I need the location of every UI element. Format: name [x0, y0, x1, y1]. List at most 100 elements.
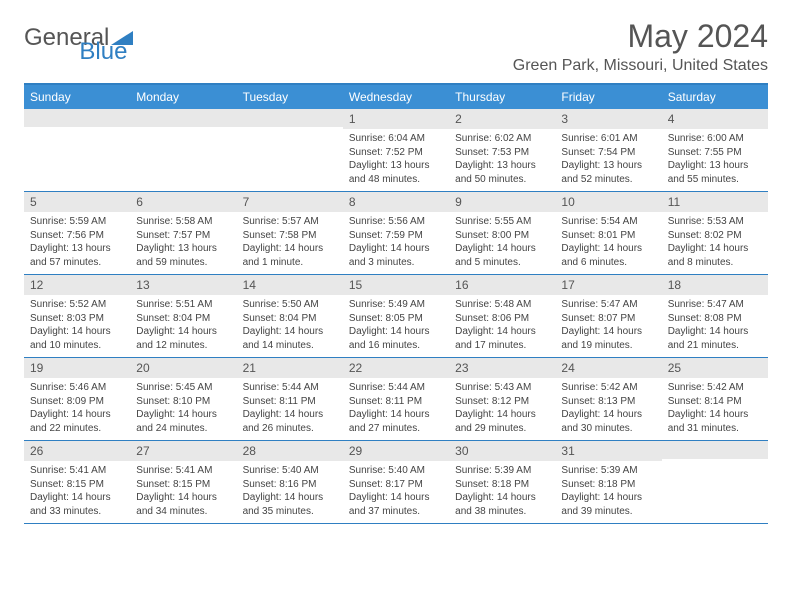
day-number: 21: [237, 358, 343, 378]
weeks-container: 1Sunrise: 6:04 AMSunset: 7:52 PMDaylight…: [24, 109, 768, 524]
day-cell: 10Sunrise: 5:54 AMSunset: 8:01 PMDayligh…: [555, 192, 661, 274]
sunset-text: Sunset: 8:17 PM: [349, 478, 443, 492]
day-details: Sunrise: 5:41 AMSunset: 8:15 PMDaylight:…: [130, 461, 236, 522]
sunset-text: Sunset: 8:14 PM: [668, 395, 762, 409]
daylight-text: Daylight: 14 hours and 31 minutes.: [668, 408, 762, 435]
day-cell: 6Sunrise: 5:58 AMSunset: 7:57 PMDaylight…: [130, 192, 236, 274]
sunset-text: Sunset: 8:03 PM: [30, 312, 124, 326]
day-number: 8: [343, 192, 449, 212]
sunrise-text: Sunrise: 5:58 AM: [136, 215, 230, 229]
day-details: Sunrise: 5:46 AMSunset: 8:09 PMDaylight:…: [24, 378, 130, 439]
week-row: 19Sunrise: 5:46 AMSunset: 8:09 PMDayligh…: [24, 358, 768, 441]
day-cell: 31Sunrise: 5:39 AMSunset: 8:18 PMDayligh…: [555, 441, 661, 523]
day-details: [24, 127, 130, 134]
sunrise-text: Sunrise: 5:44 AM: [349, 381, 443, 395]
sunrise-text: Sunrise: 5:42 AM: [561, 381, 655, 395]
day-cell: 28Sunrise: 5:40 AMSunset: 8:16 PMDayligh…: [237, 441, 343, 523]
day-cell: 3Sunrise: 6:01 AMSunset: 7:54 PMDaylight…: [555, 109, 661, 191]
day-details: [662, 459, 768, 466]
day-number: 12: [24, 275, 130, 295]
day-details: Sunrise: 5:39 AMSunset: 8:18 PMDaylight:…: [449, 461, 555, 522]
day-cell: 14Sunrise: 5:50 AMSunset: 8:04 PMDayligh…: [237, 275, 343, 357]
daylight-text: Daylight: 14 hours and 5 minutes.: [455, 242, 549, 269]
daylight-text: Daylight: 14 hours and 21 minutes.: [668, 325, 762, 352]
sunset-text: Sunset: 8:15 PM: [136, 478, 230, 492]
week-row: 12Sunrise: 5:52 AMSunset: 8:03 PMDayligh…: [24, 275, 768, 358]
day-cell: 13Sunrise: 5:51 AMSunset: 8:04 PMDayligh…: [130, 275, 236, 357]
sunset-text: Sunset: 8:01 PM: [561, 229, 655, 243]
weekday-header: Tuesday: [237, 85, 343, 109]
daylight-text: Daylight: 14 hours and 14 minutes.: [243, 325, 337, 352]
daylight-text: Daylight: 14 hours and 22 minutes.: [30, 408, 124, 435]
sunset-text: Sunset: 8:18 PM: [455, 478, 549, 492]
sunrise-text: Sunrise: 5:49 AM: [349, 298, 443, 312]
sunset-text: Sunset: 8:06 PM: [455, 312, 549, 326]
sunset-text: Sunset: 7:54 PM: [561, 146, 655, 160]
weekday-header: Monday: [130, 85, 236, 109]
calendar-grid: Sunday Monday Tuesday Wednesday Thursday…: [24, 83, 768, 524]
day-details: Sunrise: 5:47 AMSunset: 8:07 PMDaylight:…: [555, 295, 661, 356]
sunrise-text: Sunrise: 6:02 AM: [455, 132, 549, 146]
sunrise-text: Sunrise: 5:59 AM: [30, 215, 124, 229]
day-cell: 26 Sunrise: 5:41 AMSunset: 8:15 PMDayligh…: [24, 441, 130, 523]
day-number: 26: [24, 441, 130, 461]
sunrise-text: Sunrise: 5:41 AM: [30, 464, 124, 478]
sunrise-text: Sunrise: 5:43 AM: [455, 381, 549, 395]
sunset-text: Sunset: 8:18 PM: [561, 478, 655, 492]
daylight-text: Daylight: 14 hours and 24 minutes.: [136, 408, 230, 435]
day-cell: [237, 109, 343, 191]
daylight-text: Daylight: 14 hours and 6 minutes.: [561, 242, 655, 269]
sunrise-text: Sunrise: 5:52 AM: [30, 298, 124, 312]
daylight-text: Daylight: 13 hours and 52 minutes.: [561, 159, 655, 186]
day-details: Sunrise: 5:47 AMSunset: 8:08 PMDaylight:…: [662, 295, 768, 356]
day-cell: 18Sunrise: 5:47 AMSunset: 8:08 PMDayligh…: [662, 275, 768, 357]
sunset-text: Sunset: 8:15 PM: [30, 478, 124, 492]
day-cell: 4Sunrise: 6:00 AMSunset: 7:55 PMDaylight…: [662, 109, 768, 191]
day-number: 15: [343, 275, 449, 295]
sunset-text: Sunset: 7:59 PM: [349, 229, 443, 243]
sunrise-text: Sunrise: 5:53 AM: [668, 215, 762, 229]
sunrise-text: Sunrise: 5:45 AM: [136, 381, 230, 395]
day-cell: 15Sunrise: 5:49 AMSunset: 8:05 PMDayligh…: [343, 275, 449, 357]
sunset-text: Sunset: 8:04 PM: [243, 312, 337, 326]
day-details: Sunrise: 5:53 AMSunset: 8:02 PMDaylight:…: [662, 212, 768, 273]
day-cell: 23Sunrise: 5:43 AMSunset: 8:12 PMDayligh…: [449, 358, 555, 440]
daylight-text: Daylight: 14 hours and 8 minutes.: [668, 242, 762, 269]
day-details: Sunrise: 5:45 AMSunset: 8:10 PMDaylight:…: [130, 378, 236, 439]
sunset-text: Sunset: 7:58 PM: [243, 229, 337, 243]
sunset-text: Sunset: 8:02 PM: [668, 229, 762, 243]
sunrise-text: Sunrise: 5:47 AM: [561, 298, 655, 312]
day-details: [130, 127, 236, 134]
day-number: 3: [555, 109, 661, 129]
day-number: 22: [343, 358, 449, 378]
day-number: 2: [449, 109, 555, 129]
daylight-text: Daylight: 14 hours and 35 minutes.: [243, 491, 337, 518]
sunset-text: Sunset: 8:16 PM: [243, 478, 337, 492]
day-number: [24, 109, 130, 127]
day-details: Sunrise: 6:04 AMSunset: 7:52 PMDaylight:…: [343, 129, 449, 190]
day-number: 6: [130, 192, 236, 212]
day-details: Sunrise: 5:44 AMSunset: 8:11 PMDaylight:…: [343, 378, 449, 439]
week-row: 26Sunrise: 5:41 AMSunset: 8:15 PMDayligh…: [24, 441, 768, 524]
daylight-text: Daylight: 14 hours and 29 minutes.: [455, 408, 549, 435]
sunset-text: Sunset: 8:05 PM: [349, 312, 443, 326]
day-details: Sunrise: 5:50 AMSunset: 8:04 PMDaylight:…: [237, 295, 343, 356]
daylight-text: Daylight: 14 hours and 19 minutes.: [561, 325, 655, 352]
daylight-text: Daylight: 14 hours and 10 minutes.: [30, 325, 124, 352]
calendar-page: General Blue May 2024 Green Park, Missou…: [0, 0, 792, 542]
header: General Blue May 2024 Green Park, Missou…: [24, 18, 768, 75]
day-cell: 20Sunrise: 5:45 AMSunset: 8:10 PMDayligh…: [130, 358, 236, 440]
day-details: Sunrise: 5:48 AMSunset: 8:06 PMDaylight:…: [449, 295, 555, 356]
logo: General Blue: [24, 18, 185, 52]
sunrise-text: Sunrise: 5:54 AM: [561, 215, 655, 229]
day-number: 7: [237, 192, 343, 212]
day-number: 28: [237, 441, 343, 461]
day-cell: 29Sunrise: 5:40 AMSunset: 8:17 PMDayligh…: [343, 441, 449, 523]
day-number: 29: [343, 441, 449, 461]
daylight-text: Daylight: 13 hours and 59 minutes.: [136, 242, 230, 269]
day-cell: 22Sunrise: 5:44 AMSunset: 8:11 PMDayligh…: [343, 358, 449, 440]
month-title: May 2024: [513, 18, 768, 55]
day-details: Sunrise: 5:42 AMSunset: 8:14 PMDaylight:…: [662, 378, 768, 439]
daylight-text: Daylight: 14 hours and 33 minutes.: [30, 491, 124, 518]
weekday-header: Sunday: [24, 85, 130, 109]
